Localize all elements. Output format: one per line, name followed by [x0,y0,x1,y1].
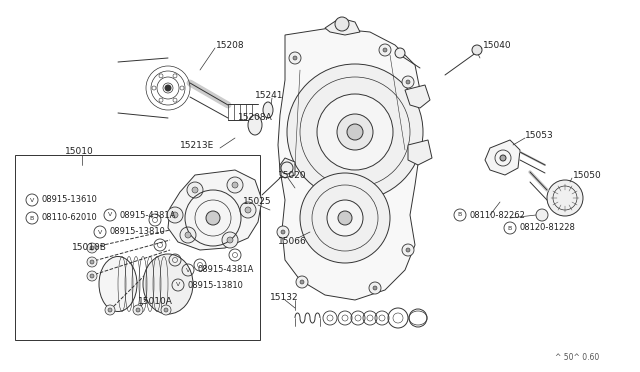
Circle shape [192,187,198,193]
Circle shape [206,211,220,225]
Bar [15,155,260,340]
Text: 08120-81228: 08120-81228 [519,224,575,232]
Text: 15208A: 15208A [238,113,273,122]
Circle shape [161,305,171,315]
Text: V: V [30,198,34,202]
Circle shape [87,257,97,267]
Text: V: V [108,212,112,218]
Circle shape [338,211,352,225]
Circle shape [90,246,94,250]
Circle shape [395,48,405,58]
Circle shape [289,52,301,64]
Polygon shape [278,28,420,300]
Circle shape [185,232,191,238]
Text: 08915-13810: 08915-13810 [187,280,243,289]
Text: 15241: 15241 [255,90,284,99]
Ellipse shape [143,254,193,314]
Circle shape [536,209,548,221]
Ellipse shape [263,102,273,118]
Circle shape [379,44,391,56]
Circle shape [165,85,171,91]
Circle shape [164,308,168,312]
Polygon shape [280,158,295,178]
Circle shape [227,177,243,193]
Circle shape [227,237,233,243]
Polygon shape [325,18,360,35]
Circle shape [287,64,423,200]
Text: 15010A: 15010A [138,298,173,307]
Text: 15025: 15025 [243,198,271,206]
Circle shape [90,260,94,264]
Text: V: V [186,267,190,273]
Polygon shape [168,170,262,250]
Text: 15040: 15040 [483,42,511,51]
Text: 15066: 15066 [278,237,307,247]
Text: B: B [508,225,512,231]
Circle shape [317,94,393,170]
Circle shape [383,48,387,52]
Circle shape [373,286,377,290]
Text: 08915-4381A: 08915-4381A [197,266,253,275]
Circle shape [222,232,238,248]
Circle shape [402,76,414,88]
Text: 15010: 15010 [65,148,93,157]
Text: 15010B: 15010B [72,244,107,253]
Circle shape [240,202,256,218]
Text: 08915-13810: 08915-13810 [109,228,165,237]
Text: ^ 50^ 0.60: ^ 50^ 0.60 [555,353,599,362]
Text: V: V [176,282,180,288]
Circle shape [90,274,94,278]
Polygon shape [408,140,432,165]
Circle shape [187,182,203,198]
Ellipse shape [99,257,137,311]
Circle shape [172,212,178,218]
Polygon shape [405,85,430,108]
Polygon shape [485,140,520,175]
Circle shape [133,305,143,315]
Circle shape [347,124,363,140]
Text: 15208: 15208 [216,42,244,51]
Text: 08110-82262: 08110-82262 [469,211,525,219]
Circle shape [300,173,390,263]
Circle shape [337,114,373,150]
Circle shape [105,305,115,315]
Circle shape [167,207,183,223]
Circle shape [180,227,196,243]
Circle shape [369,282,381,294]
Circle shape [335,17,349,31]
Text: B: B [458,212,462,218]
Circle shape [296,276,308,288]
Text: 08915-4381A: 08915-4381A [119,211,175,219]
Circle shape [281,230,285,234]
Text: 15053: 15053 [525,131,554,140]
Text: 15213E: 15213E [180,141,214,150]
Circle shape [547,180,583,216]
Circle shape [245,207,251,213]
Text: 15132: 15132 [270,292,299,301]
Circle shape [136,308,140,312]
Circle shape [406,248,410,252]
Circle shape [402,244,414,256]
Ellipse shape [248,115,262,135]
Text: V: V [98,230,102,234]
Text: 08110-62010: 08110-62010 [41,214,97,222]
Circle shape [277,226,289,238]
Circle shape [87,243,97,253]
Text: 15020: 15020 [278,170,307,180]
Text: 15050: 15050 [573,170,602,180]
Circle shape [406,80,410,84]
Circle shape [232,182,238,188]
Text: B: B [30,215,34,221]
Circle shape [472,45,482,55]
Text: 08915-13610: 08915-13610 [41,196,97,205]
Circle shape [108,308,112,312]
Circle shape [87,271,97,281]
Circle shape [293,56,297,60]
Circle shape [327,200,363,236]
Circle shape [300,280,304,284]
Circle shape [500,155,506,161]
